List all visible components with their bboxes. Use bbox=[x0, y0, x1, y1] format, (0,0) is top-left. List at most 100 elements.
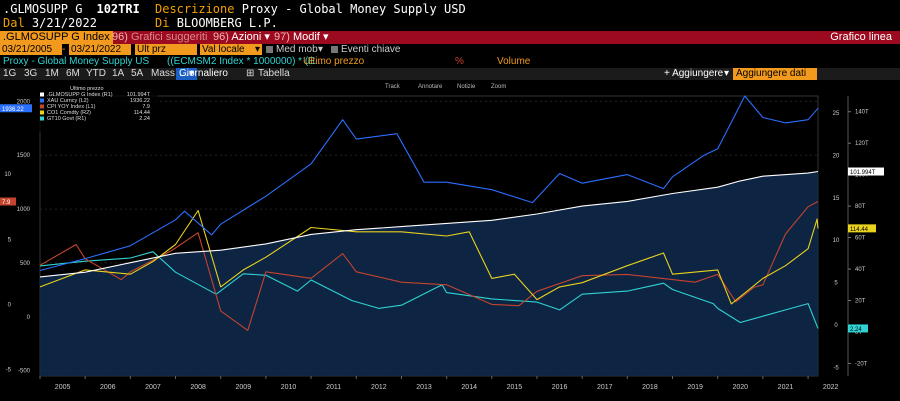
legend-value-4: 2.24 bbox=[139, 116, 150, 122]
value-tag-bg-4 bbox=[848, 324, 868, 333]
actions-label: Azioni bbox=[231, 31, 262, 43]
main-toolbar: .GLMOSUPP G Index 96) Grafici suggeriti … bbox=[0, 31, 900, 44]
series-lines bbox=[39, 95, 819, 331]
period-1m[interactable]: 1M bbox=[45, 68, 59, 79]
chart-controls: 03/21/2005 - 03/21/2022 Ult prz Val loca… bbox=[0, 44, 900, 56]
zoom-tool[interactable]: Zoom bbox=[491, 84, 506, 90]
x-tick-2022: 2022 bbox=[823, 384, 839, 391]
last-value-tags: 1936.22 7.9 101.994T 114.44 2.24 bbox=[0, 104, 884, 333]
r1-tick-5: 40T bbox=[855, 267, 866, 273]
moving-avg-checkbox[interactable] bbox=[266, 46, 273, 53]
period-max[interactable]: Mass bbox=[151, 68, 175, 79]
currency-select[interactable]: Val locale ▾ bbox=[200, 44, 262, 55]
edit-menu[interactable]: 97) Modif ▾ bbox=[274, 31, 328, 44]
annotate-tool[interactable]: Annotare bbox=[418, 84, 443, 90]
period-5a[interactable]: 5A bbox=[131, 68, 144, 79]
add-button[interactable]: + Aggiungere bbox=[664, 68, 724, 79]
x-tick-2019: 2019 bbox=[687, 384, 703, 391]
chart-tools: Track Annotare Notizie Zoom bbox=[385, 84, 506, 90]
money-supply-area bbox=[40, 171, 818, 376]
field-select[interactable]: Ult prz bbox=[135, 44, 197, 55]
date: 3/21/2022 bbox=[31, 16, 97, 30]
x-tick-2011: 2011 bbox=[326, 384, 341, 391]
index-name-field[interactable]: .GLMOSUPP G Index bbox=[0, 31, 113, 44]
value-tag-2: 101.994T bbox=[850, 170, 876, 176]
end-date-input[interactable]: 03/21/2022 bbox=[69, 44, 131, 55]
x-tick-2008: 2008 bbox=[190, 384, 206, 391]
x-tick-2015: 2015 bbox=[507, 384, 523, 391]
formula-expression[interactable]: ((ECMSM2 Index * 1000000) * (E... bbox=[167, 56, 324, 67]
period-6m[interactable]: 6M bbox=[66, 68, 80, 79]
period-ytd[interactable]: YTD bbox=[86, 68, 106, 79]
value-tag-3: 114.44 bbox=[850, 227, 869, 233]
r2-tick-5: 5 bbox=[834, 281, 838, 287]
x-tick-2016: 2016 bbox=[552, 384, 568, 391]
formula-percent[interactable]: % bbox=[455, 56, 464, 67]
value-tag-bg-2 bbox=[848, 167, 884, 176]
period-1a[interactable]: 1A bbox=[112, 68, 125, 79]
formula-volume[interactable]: Volume bbox=[497, 56, 531, 67]
frequency-select[interactable]: Giornaliero …▾ bbox=[176, 68, 228, 80]
period-1g[interactable]: 1G bbox=[3, 68, 17, 79]
start-date-input[interactable]: 03/21/2005 bbox=[0, 44, 62, 55]
add-data-input[interactable]: Aggiungere dati bbox=[733, 68, 817, 80]
series-line-xaucurncy bbox=[39, 95, 819, 272]
date-separator: - bbox=[62, 44, 66, 55]
legend-entry-3: CO1 Comdty (R2) bbox=[47, 110, 91, 116]
add-dropdown-icon[interactable]: ▾ bbox=[724, 68, 730, 79]
x-tick-2010: 2010 bbox=[281, 384, 297, 391]
series-line-co1comdty bbox=[39, 209, 819, 305]
r1-tick-1: 120T bbox=[855, 141, 869, 147]
series-line-gt10govt bbox=[39, 251, 819, 329]
r2-tick-15: 15 bbox=[833, 196, 840, 202]
description: Proxy - Global Money Supply USD bbox=[241, 2, 466, 16]
r2-tick-25: 25 bbox=[833, 111, 840, 117]
x-tick-2009: 2009 bbox=[236, 384, 252, 391]
ticker-code: 102TRI bbox=[96, 2, 140, 16]
legend-box bbox=[36, 86, 158, 132]
legend-swatch-3 bbox=[40, 110, 44, 115]
suggested-charts-button[interactable]: 96) Grafici suggeriti bbox=[112, 31, 207, 44]
legend-entry-2: CPI YOY Index (L1) bbox=[47, 104, 96, 110]
x-tick-2013: 2013 bbox=[416, 384, 432, 391]
table-button[interactable]: Tabella bbox=[258, 68, 290, 79]
x-tick-2006: 2006 bbox=[100, 384, 116, 391]
ticker: .GLMOSUPP G bbox=[3, 2, 83, 16]
value-tag-4: 2.24 bbox=[850, 327, 862, 333]
l1-tick-0: 0 bbox=[8, 302, 12, 308]
date-label: Dal bbox=[3, 16, 25, 30]
formula-field[interactable]: Ultimo prezzo bbox=[303, 56, 365, 67]
chart-type-label[interactable]: Grafico linea bbox=[830, 31, 892, 43]
edit-label: Modif bbox=[292, 31, 320, 43]
actions-menu[interactable]: 96) Azioni ▾ bbox=[213, 31, 270, 44]
r1-tick-7: 0T bbox=[855, 330, 862, 336]
value-tag-0: 1936.22 bbox=[2, 107, 24, 113]
track-tool[interactable]: Track bbox=[385, 84, 401, 90]
events-checkbox[interactable] bbox=[331, 46, 338, 53]
source-label: Di bbox=[155, 16, 170, 30]
chart-axes: 2005 2006 2007 2008 2009 2010 2011 2012 2013 2014… bbox=[4, 96, 869, 391]
x-tick-2012: 2012 bbox=[371, 384, 387, 391]
legend-swatch-4 bbox=[40, 116, 44, 121]
r2-tick-20: 20 bbox=[833, 153, 840, 159]
date-line: Dal 3/21/2022 bbox=[3, 16, 97, 30]
value-tag-bg-3 bbox=[848, 224, 876, 233]
legend-entry-1: XAU Curncy (L2) bbox=[47, 98, 89, 104]
moving-avg-dropdown-icon[interactable]: ▾ bbox=[318, 44, 324, 55]
ticker-line: .GLMOSUPP G 102TRI bbox=[3, 2, 140, 16]
l2-tick-1000: 1000 bbox=[17, 207, 31, 213]
x-tick-2005: 2005 bbox=[55, 384, 71, 391]
value-tag-1: 7.9 bbox=[2, 200, 11, 206]
news-tool[interactable]: Notizie bbox=[457, 84, 476, 90]
r1-tick-8: -20T bbox=[855, 361, 868, 367]
legend-value-1: 1936.22 bbox=[130, 98, 150, 104]
chart[interactable]: 2005 2006 2007 2008 2009 2010 2011 2012 2013 2014… bbox=[0, 80, 900, 401]
legend-value-2: 7.9 bbox=[142, 104, 150, 110]
moving-avg-label: Med mob bbox=[276, 44, 318, 55]
suggested-charts-label: Grafici suggeriti bbox=[130, 31, 208, 43]
l2-tick-1500: 1500 bbox=[17, 153, 31, 159]
x-tick-2020: 2020 bbox=[733, 384, 749, 391]
period-3g[interactable]: 3G bbox=[24, 68, 38, 79]
r1-tick-6: 20T bbox=[855, 298, 866, 304]
suggested-charts-num: 96) bbox=[112, 31, 128, 43]
